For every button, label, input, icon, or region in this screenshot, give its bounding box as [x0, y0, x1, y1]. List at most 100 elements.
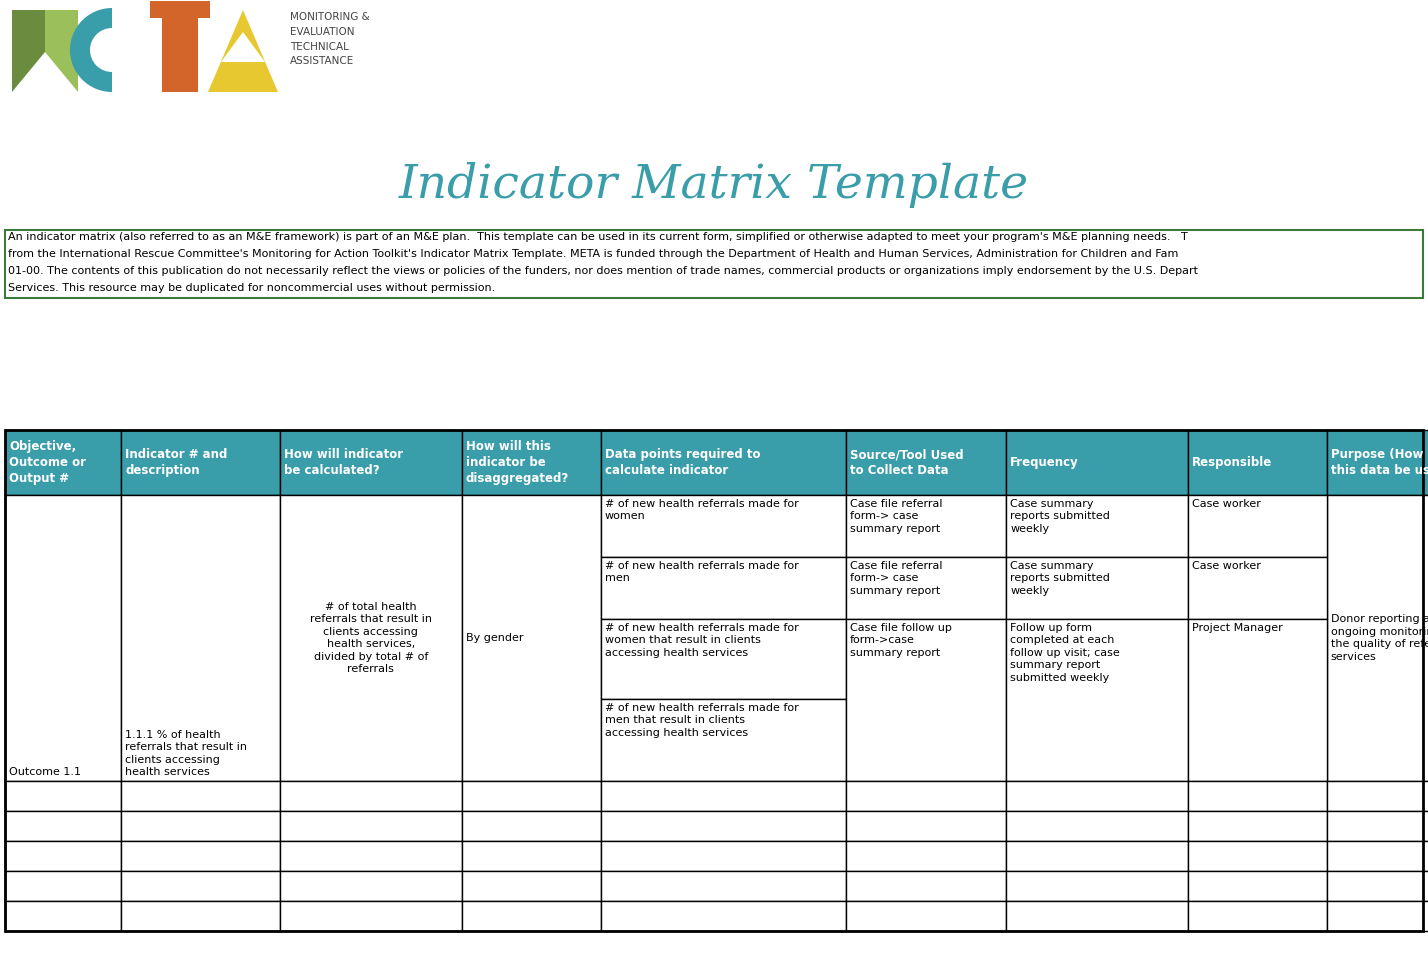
Text: Case worker: Case worker	[1191, 561, 1261, 571]
Text: MONITORING &
EVALUATION
TECHNICAL
ASSISTANCE: MONITORING & EVALUATION TECHNICAL ASSIST…	[290, 12, 370, 67]
Bar	[1007, 495, 1188, 557]
Bar	[280, 841, 461, 871]
Bar	[121, 871, 280, 901]
Bar	[1007, 619, 1188, 781]
Bar	[845, 430, 1007, 495]
Bar	[845, 871, 1007, 901]
Bar	[1327, 430, 1428, 495]
Bar	[6, 230, 1422, 298]
Bar	[1327, 901, 1428, 931]
Bar	[1188, 619, 1327, 781]
Bar	[601, 699, 845, 781]
Text: Indicator Matrix Template: Indicator Matrix Template	[398, 162, 1030, 208]
Polygon shape	[46, 10, 79, 92]
Bar	[1007, 781, 1188, 811]
Bar	[601, 841, 845, 871]
Text: # of new health referrals made for
women that result in clients
accessing health: # of new health referrals made for women…	[604, 623, 798, 658]
Text: # of total health
referrals that result in
clients accessing
health services,
di: # of total health referrals that result …	[310, 602, 431, 674]
Bar	[6, 781, 121, 811]
Text: How will this
indicator be
disaggregated?: How will this indicator be disaggregated…	[466, 440, 568, 485]
Bar	[461, 430, 601, 495]
Bar	[601, 619, 845, 699]
Text: Frequency: Frequency	[1010, 456, 1080, 469]
Bar	[1327, 781, 1428, 811]
Bar	[1188, 430, 1327, 495]
Bar	[121, 495, 280, 781]
Circle shape	[70, 8, 154, 92]
Bar	[1007, 430, 1188, 495]
Bar	[6, 430, 1422, 931]
Bar	[121, 841, 280, 871]
Bar	[461, 841, 601, 871]
Text: Services. This resource may be duplicated for noncommercial uses without permiss: Services. This resource may be duplicate…	[9, 283, 496, 293]
Bar	[845, 841, 1007, 871]
Bar	[111, 8, 161, 92]
Polygon shape	[221, 32, 266, 62]
Bar	[845, 811, 1007, 841]
Text: Data points required to
calculate indicator: Data points required to calculate indica…	[604, 448, 760, 477]
Bar	[601, 871, 845, 901]
Bar	[121, 901, 280, 931]
Text: Responsible: Responsible	[1191, 456, 1272, 469]
Text: Case summary
reports submitted
weekly: Case summary reports submitted weekly	[1010, 499, 1110, 533]
Text: An indicator matrix (also referred to as an M&E framework) is part of an M&E pla: An indicator matrix (also referred to as…	[9, 232, 1188, 242]
Text: Source/Tool Used
to Collect Data: Source/Tool Used to Collect Data	[850, 448, 964, 477]
Bar	[280, 811, 461, 841]
Bar	[845, 619, 1007, 781]
Text: # of new health referrals made for
men: # of new health referrals made for men	[604, 561, 798, 584]
Bar	[6, 495, 121, 781]
Bar	[121, 430, 280, 495]
Bar	[845, 901, 1007, 931]
Bar	[280, 495, 461, 781]
Bar	[280, 901, 461, 931]
Text: # of new health referrals made for
men that result in clients
accessing health s: # of new health referrals made for men t…	[604, 703, 798, 738]
Text: By gender: By gender	[466, 633, 523, 643]
Text: How will indicator
be calculated?: How will indicator be calculated?	[284, 448, 403, 477]
Bar	[601, 495, 845, 557]
Bar	[280, 430, 461, 495]
Bar	[601, 901, 845, 931]
Bar	[161, 10, 198, 92]
Text: 1.1.1 % of health
referrals that result in
clients accessing
health services: 1.1.1 % of health referrals that result …	[126, 730, 247, 777]
Bar	[6, 430, 121, 495]
Bar	[1007, 871, 1188, 901]
Bar	[461, 871, 601, 901]
Bar	[845, 495, 1007, 557]
Text: Objective,
Outcome or
Output #: Objective, Outcome or Output #	[9, 440, 86, 485]
Bar	[280, 781, 461, 811]
Bar	[6, 811, 121, 841]
Text: Follow up form
completed at each
follow up visit; case
summary report
submitted : Follow up form completed at each follow …	[1010, 623, 1120, 682]
Bar	[6, 871, 121, 901]
Bar	[1188, 811, 1327, 841]
Text: # of new health referrals made for
women: # of new health referrals made for women	[604, 499, 798, 522]
Bar	[601, 557, 845, 619]
Text: Purpose (How will
this data be used?): Purpose (How will this data be used?)	[1331, 448, 1428, 477]
Bar	[1188, 871, 1327, 901]
Bar	[1188, 781, 1327, 811]
Bar	[1327, 811, 1428, 841]
Bar	[1188, 841, 1327, 871]
Bar	[461, 811, 601, 841]
Bar	[1007, 811, 1188, 841]
Bar	[6, 841, 121, 871]
Bar	[1327, 871, 1428, 901]
Bar	[1007, 901, 1188, 931]
Text: Project Manager: Project Manager	[1191, 623, 1282, 633]
Bar	[1327, 495, 1428, 781]
Text: from the International Rescue Committee's Monitoring for Action Toolkit's Indica: from the International Rescue Committee'…	[9, 249, 1178, 259]
Bar	[601, 811, 845, 841]
Bar	[1188, 901, 1327, 931]
Bar	[1188, 495, 1327, 557]
Bar	[1007, 557, 1188, 619]
Circle shape	[90, 28, 134, 72]
Bar	[601, 781, 845, 811]
Bar	[150, 1, 210, 18]
Text: Indicator # and
description: Indicator # and description	[126, 448, 227, 477]
Bar	[461, 781, 601, 811]
Bar	[845, 781, 1007, 811]
Bar	[601, 430, 845, 495]
Text: Donor reporting and
ongoing monitoring of
the quality of referral
services: Donor reporting and ongoing monitoring o…	[1331, 615, 1428, 661]
Text: Case file follow up
form->case
summary report: Case file follow up form->case summary r…	[850, 623, 951, 658]
Text: Case file referral
form-> case
summary report: Case file referral form-> case summary r…	[850, 499, 942, 533]
Text: Outcome 1.1: Outcome 1.1	[9, 767, 81, 777]
